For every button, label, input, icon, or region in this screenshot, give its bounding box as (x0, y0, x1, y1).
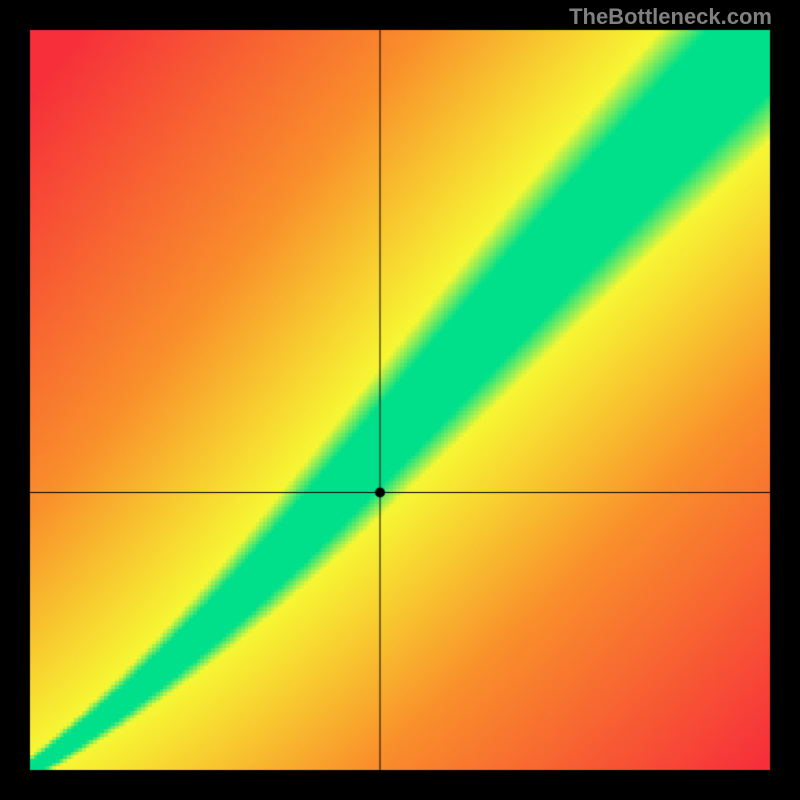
chart-container: TheBottleneck.com (0, 0, 800, 800)
bottleneck-heatmap (0, 0, 800, 800)
watermark-text: TheBottleneck.com (569, 4, 772, 30)
